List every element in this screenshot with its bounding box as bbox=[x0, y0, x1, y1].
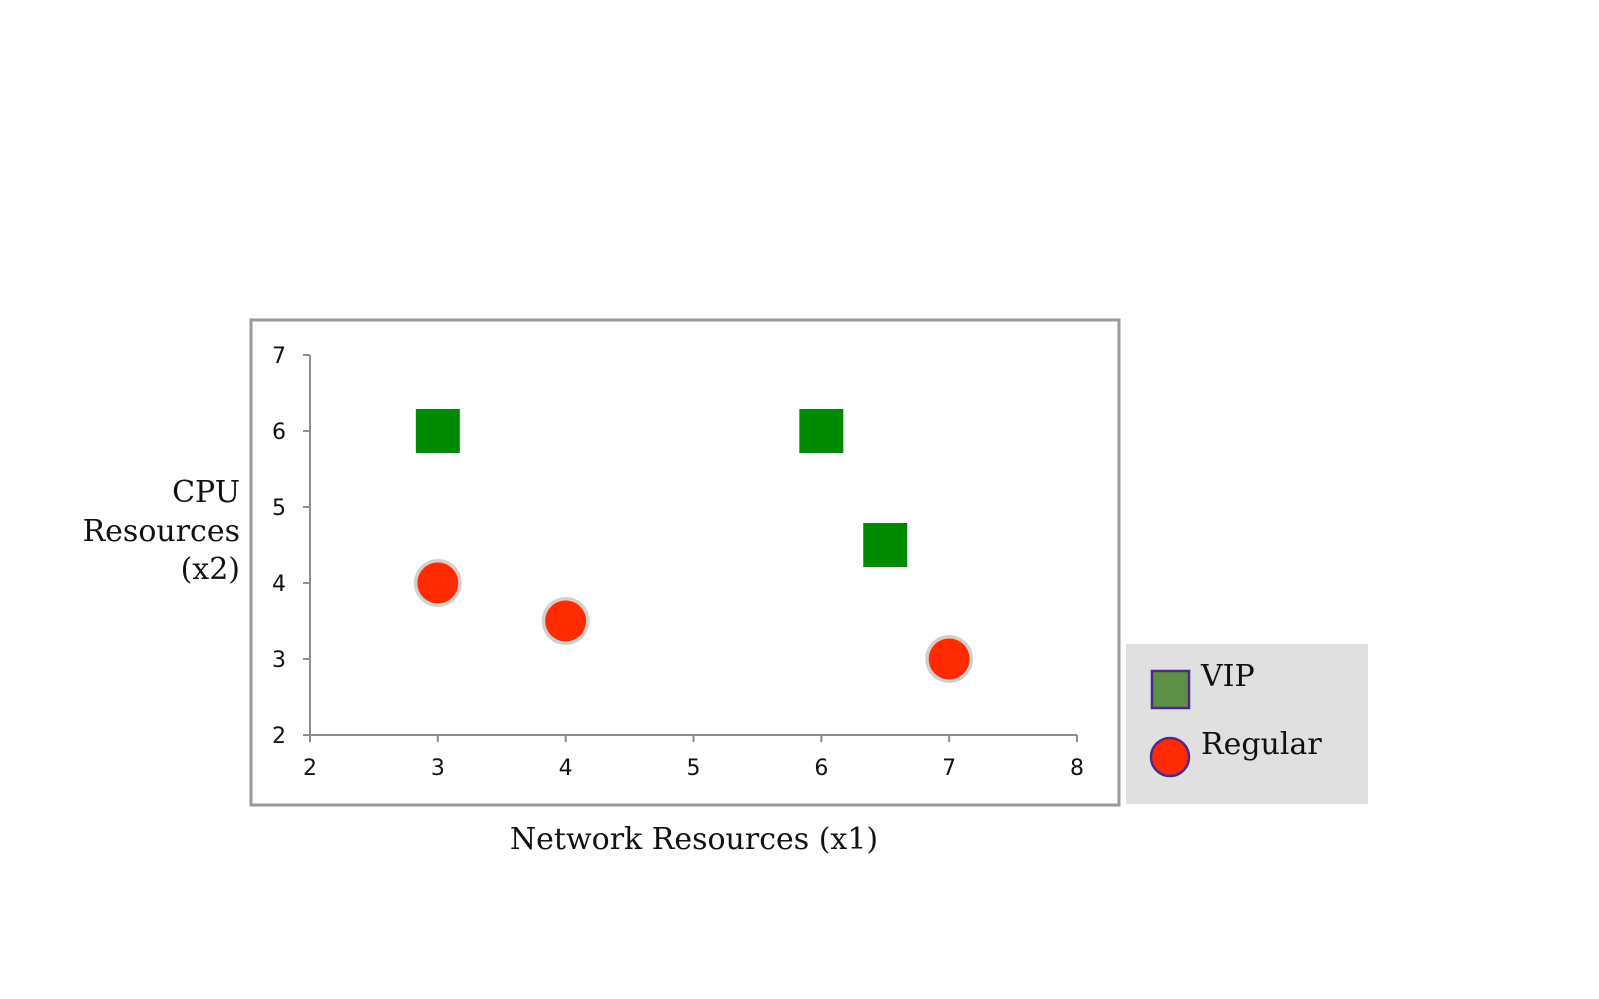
vip-point bbox=[799, 409, 844, 453]
x-tick-label: 8 bbox=[1070, 756, 1084, 781]
y-tick-label: 2 bbox=[272, 724, 286, 749]
legend-vip-label: VIP bbox=[1200, 659, 1255, 694]
vip-point bbox=[415, 409, 460, 453]
x-tick-label: 7 bbox=[942, 756, 956, 781]
x-tick-label: 6 bbox=[814, 756, 828, 781]
y-tick-label: 6 bbox=[272, 420, 286, 445]
regular-point bbox=[928, 638, 970, 680]
y-tick-label: 3 bbox=[272, 648, 286, 673]
y-axis-title-line-3: (x2) bbox=[181, 552, 240, 587]
regular-point bbox=[417, 562, 459, 604]
data-points bbox=[413, 409, 974, 683]
x-tick-label: 4 bbox=[559, 756, 573, 781]
y-tick-label: 7 bbox=[272, 344, 286, 369]
legend-regular-label: Regular bbox=[1201, 727, 1322, 762]
y-axis-ticks: 2 3 4 5 6 7 bbox=[272, 344, 310, 749]
y-axis-title-line-2: Resources bbox=[83, 514, 240, 549]
legend-regular-swatch bbox=[1149, 736, 1191, 778]
chart-frame bbox=[249, 318, 1121, 807]
y-axis-title-line-1: CPU bbox=[172, 475, 240, 510]
x-tick-label: 3 bbox=[431, 756, 445, 781]
legend: VIP Regular bbox=[1126, 644, 1368, 804]
y-tick-label: 5 bbox=[272, 496, 286, 521]
vip-point bbox=[863, 523, 908, 567]
legend-vip-swatch bbox=[1150, 669, 1191, 710]
y-tick-label: 4 bbox=[272, 572, 286, 597]
x-tick-label: 5 bbox=[687, 756, 701, 781]
x-axis-title: Network Resources (x1) bbox=[510, 822, 878, 857]
x-tick-label: 2 bbox=[303, 756, 317, 781]
x-axis-ticks: 2 3 4 5 6 7 8 bbox=[303, 735, 1084, 781]
regular-point bbox=[545, 600, 587, 642]
